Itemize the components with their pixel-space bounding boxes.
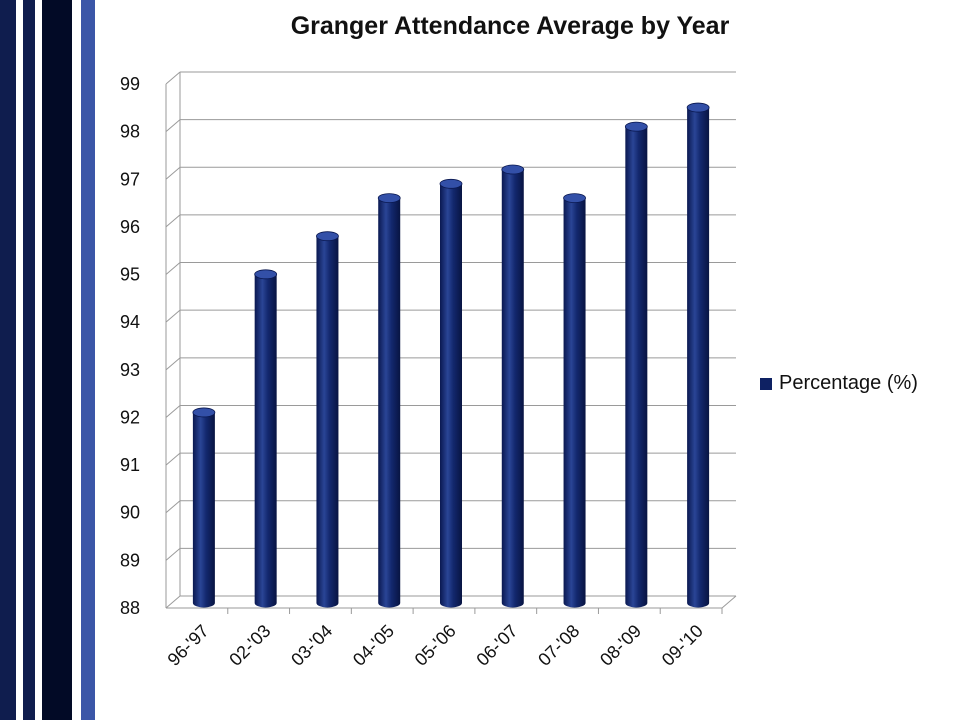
bar-top bbox=[624, 121, 648, 132]
y-tick-label: 89 bbox=[120, 550, 140, 570]
decor-stripe-5 bbox=[42, 0, 72, 720]
bar-top bbox=[254, 269, 278, 280]
gridline-depth bbox=[165, 595, 181, 609]
bar bbox=[501, 169, 524, 608]
bar bbox=[440, 183, 462, 608]
bar-top bbox=[316, 231, 339, 242]
x-tick-label: 96-'97 bbox=[164, 621, 213, 670]
decor-stripe-3 bbox=[23, 0, 35, 720]
chart-title: Granger Attendance Average by Year bbox=[290, 12, 730, 40]
decor-stripe-4 bbox=[35, 0, 42, 720]
bar-top bbox=[563, 193, 586, 203]
y-tick-label: 98 bbox=[120, 122, 140, 142]
bar-top bbox=[192, 407, 216, 418]
x-tick-label: 04-'05 bbox=[349, 621, 398, 670]
y-tick-label: 96 bbox=[120, 217, 140, 237]
decor-stripe-6 bbox=[72, 0, 81, 720]
x-tick-label: 09-'10 bbox=[658, 621, 707, 670]
y-tick-label: 95 bbox=[120, 265, 140, 285]
y-tick-label: 93 bbox=[120, 360, 140, 380]
gridline-depth bbox=[165, 405, 181, 418]
legend: Percentage (%) bbox=[760, 372, 918, 395]
bar bbox=[563, 198, 586, 608]
x-tick-label: 03-'04 bbox=[287, 621, 336, 670]
y-tick-label: 90 bbox=[120, 503, 140, 523]
gridline-depth bbox=[165, 71, 181, 85]
gridline-depth bbox=[165, 500, 181, 514]
bar-top bbox=[377, 193, 401, 203]
x-tick-label: 05-'06 bbox=[411, 621, 460, 670]
x-tick-label: 08-'09 bbox=[596, 621, 645, 670]
decor-stripe-2 bbox=[16, 0, 23, 720]
bar bbox=[192, 412, 215, 608]
y-tick-label: 94 bbox=[120, 312, 140, 332]
y-tick-label: 99 bbox=[120, 74, 140, 94]
bar bbox=[316, 236, 339, 608]
bar bbox=[687, 107, 710, 608]
x-tick-label: 02-'03 bbox=[225, 621, 274, 670]
floor-edge bbox=[721, 595, 737, 609]
bar-top bbox=[501, 164, 525, 175]
gridline-depth bbox=[165, 452, 181, 466]
bar bbox=[378, 198, 401, 608]
y-tick-label: 88 bbox=[120, 598, 140, 618]
gridline-depth bbox=[165, 357, 181, 371]
x-tick-label: 06-'07 bbox=[472, 621, 521, 670]
legend-label: Percentage (%) bbox=[779, 372, 918, 394]
gridline-depth bbox=[165, 262, 181, 275]
bar bbox=[625, 126, 648, 608]
y-tick-label: 92 bbox=[120, 407, 140, 427]
legend-swatch bbox=[760, 377, 772, 390]
x-tick-label: 07-'08 bbox=[534, 621, 583, 670]
gridline-depth bbox=[165, 214, 181, 228]
bar-top bbox=[439, 178, 463, 189]
y-tick-label: 97 bbox=[120, 169, 140, 189]
decor-stripe-7 bbox=[81, 0, 95, 720]
gridline-depth bbox=[165, 119, 181, 133]
bar-top bbox=[686, 102, 710, 113]
bar bbox=[254, 274, 277, 608]
gridline-depth bbox=[165, 309, 181, 323]
gridline-depth bbox=[165, 547, 181, 561]
y-tick-label: 91 bbox=[120, 455, 140, 475]
gridline-depth bbox=[165, 166, 181, 180]
decor-stripe-1 bbox=[0, 0, 16, 720]
